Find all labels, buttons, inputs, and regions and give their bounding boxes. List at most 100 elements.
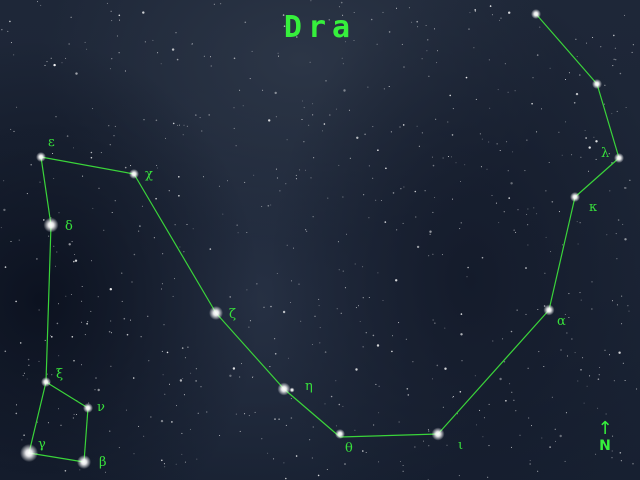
background-star [39,181,41,183]
background-star [482,436,484,438]
background-star [110,10,112,12]
background-star [100,152,102,154]
background-star [429,233,431,235]
background-star [507,170,509,172]
background-star [405,338,407,340]
background-star [595,158,597,160]
background-star [362,450,364,452]
background-star [52,153,54,154]
background-star [296,36,298,38]
background-star [192,228,194,230]
background-star [568,72,570,74]
background-star [434,197,436,198]
background-star [359,321,361,322]
background-star [571,338,573,340]
background-star [184,357,186,359]
background-star [244,181,246,183]
background-star [526,139,528,141]
background-star [444,327,446,329]
background-star [312,216,314,218]
background-star [114,125,116,127]
background-star [428,430,430,432]
background-star [79,469,81,471]
background-star [22,375,24,377]
background-star [616,304,618,306]
background-star [632,44,634,46]
background-star [108,330,111,333]
background-star [576,56,578,57]
background-star [585,137,587,139]
background-star [299,169,301,171]
background-star [43,219,45,221]
background-star [624,238,627,241]
background-star [604,84,606,86]
background-star [489,107,491,109]
background-star [186,125,188,127]
background-star [336,308,338,310]
background-star [367,86,369,88]
label-epsilon: ε [48,135,55,150]
label-nu: ν [97,400,105,415]
background-star [513,399,515,401]
background-star [147,315,149,317]
background-star [174,224,176,226]
background-star [164,393,166,395]
background-star [116,35,118,37]
background-star [533,207,535,209]
background-star [396,7,397,9]
star [129,169,139,179]
background-star [573,102,576,104]
background-star [452,396,454,398]
background-star [428,445,430,447]
background-star [442,406,444,408]
star [543,304,555,316]
background-star [447,156,449,157]
background-star [303,107,305,109]
background-star [248,326,250,328]
background-star [388,31,391,33]
background-star [278,418,280,421]
background-star [97,296,99,298]
background-star [86,48,88,50]
background-star [390,131,392,133]
background-star [239,430,241,432]
star [592,79,602,89]
background-star [10,128,12,130]
background-star [275,168,277,170]
background-star [624,380,626,381]
background-star [416,125,418,127]
background-star [403,186,405,188]
background-star [341,57,343,59]
background-star [503,211,505,213]
background-star [138,425,140,427]
background-star [262,89,264,91]
background-star [16,404,17,406]
background-star [26,378,28,380]
background-star [593,136,595,138]
background-star [200,386,202,388]
background-star [565,412,567,414]
label-kappa: κ [589,200,597,215]
background-star [75,72,78,75]
background-star [362,266,364,268]
background-star [613,34,615,37]
background-star [111,212,113,213]
background-star [355,307,357,309]
background-star [177,124,178,126]
background-star [295,178,297,180]
background-star [584,130,586,131]
background-star [348,109,350,111]
background-star [286,244,288,246]
background-star [306,230,308,232]
background-star [144,41,146,43]
background-star [615,59,617,61]
background-star [152,39,154,41]
background-star [71,336,74,338]
background-star [220,3,222,5]
background-star [26,193,28,195]
background-star [338,6,340,8]
background-star [7,30,9,32]
background-star [181,453,183,455]
background-star [495,202,497,204]
